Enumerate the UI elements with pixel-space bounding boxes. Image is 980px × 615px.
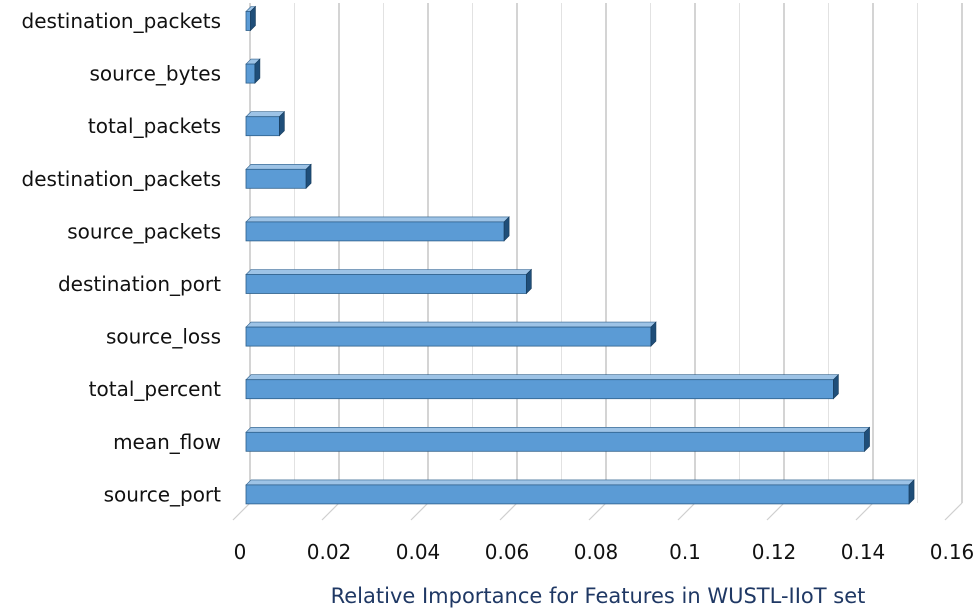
bar-0 <box>245 5 257 32</box>
bar-1 <box>245 58 261 84</box>
bar-side-8 <box>864 426 870 453</box>
bar-side-3 <box>305 163 312 190</box>
floor-line-4 <box>588 502 607 521</box>
category-label-8: mean_flow <box>113 430 221 454</box>
x-tick-label-6: 0.12 <box>752 540 797 564</box>
bar-top-8 <box>245 426 871 433</box>
x-tick-label-3: 0.06 <box>485 540 530 564</box>
floor-line-3 <box>499 502 518 521</box>
bar-6 <box>245 321 657 347</box>
category-label-2: total_packets <box>88 114 221 138</box>
category-label-7: total_percent <box>89 377 221 401</box>
x-tick-label-0: 0 <box>234 540 247 564</box>
x-axis-title: Relative Importance for Features in WUST… <box>331 584 866 608</box>
category-label-5: destination_port <box>58 272 221 296</box>
x-tick-label-7: 0.14 <box>841 540 886 564</box>
bar-front-7 <box>245 379 834 400</box>
floor-line-0 <box>232 502 251 521</box>
floor-line-8 <box>944 502 963 521</box>
bar-top-2 <box>245 111 286 117</box>
x-tick-label-8: 0.16 <box>930 540 975 564</box>
bar-front-5 <box>245 274 527 294</box>
bar-front-8 <box>245 431 865 452</box>
bar-side-0 <box>250 5 256 32</box>
bars <box>245 5 915 505</box>
bar-front-9 <box>245 484 910 505</box>
category-label-0: destination_packets <box>22 9 221 33</box>
bar-side-1 <box>254 58 261 84</box>
bar-top-9 <box>245 479 915 486</box>
floor-line-6 <box>766 502 785 521</box>
category-label-9: source_port <box>104 482 222 506</box>
bar-front-4 <box>245 221 505 242</box>
bar-front-3 <box>245 168 307 189</box>
floor-line-2 <box>410 502 429 521</box>
bar-top-6 <box>245 321 657 328</box>
bar-side-7 <box>833 373 839 400</box>
bar-4 <box>245 216 510 242</box>
x-tick-labels: 0 0.02 0.04 0.06 0.08 0.1 0.12 0.14 0.16 <box>234 540 975 564</box>
category-label-3: destination_packets <box>22 167 221 191</box>
floor-line-1 <box>321 502 340 521</box>
bar-side-6 <box>650 321 657 347</box>
bar-front-1 <box>245 63 256 84</box>
x-tick-label-4: 0.08 <box>574 540 619 564</box>
bar-top-5 <box>245 269 533 275</box>
x-tick-label-1: 0.02 <box>307 540 352 564</box>
bar-7 <box>245 373 840 400</box>
bar-side-4 <box>503 216 510 242</box>
x-tick-label-2: 0.04 <box>396 540 441 564</box>
bar-5 <box>245 268 533 295</box>
bar-top-7 <box>245 374 840 381</box>
bar-top-3 <box>245 164 312 170</box>
bar-side-2 <box>279 110 285 137</box>
category-label-1: source_bytes <box>89 62 221 86</box>
bar-side-5 <box>526 268 532 295</box>
floor-line-7 <box>855 502 874 521</box>
bar-top-4 <box>245 216 510 223</box>
category-label-6: source_loss <box>106 325 221 349</box>
bar-2 <box>245 110 286 137</box>
grid-lines <box>232 3 963 521</box>
x-tick-label-5: 0.1 <box>669 540 701 564</box>
bar-front-6 <box>245 326 652 347</box>
bar-side-9 <box>908 479 915 505</box>
category-label-4: source_packets <box>67 219 221 243</box>
bar-front-0 <box>245 11 251 31</box>
bar-front-2 <box>245 116 280 137</box>
floor-line-5 <box>677 502 696 521</box>
bar-9 <box>245 479 915 505</box>
bar-8 <box>245 426 871 453</box>
bar-3 <box>245 163 312 190</box>
category-labels: destination_packets source_bytes total_pac… <box>22 9 222 506</box>
